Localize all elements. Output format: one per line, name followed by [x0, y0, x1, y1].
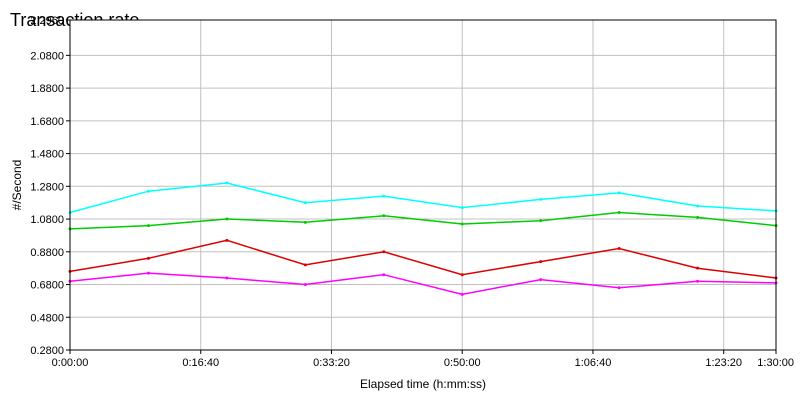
data-point: [617, 247, 621, 251]
data-point: [539, 260, 543, 264]
data-point: [539, 278, 543, 282]
series-line-3: [69, 272, 777, 296]
data-point: [225, 238, 229, 242]
data-point: [382, 194, 386, 198]
data-point: [696, 279, 700, 283]
data-point: [146, 271, 150, 275]
y-tick-label: 0.6800: [30, 280, 64, 292]
data-point: [460, 273, 464, 277]
y-tick-label: 1.0800: [30, 214, 64, 226]
data-point: [460, 292, 464, 296]
data-point: [382, 273, 386, 277]
series-line-2: [69, 239, 777, 279]
x-tick-label: 0:16:40: [182, 357, 219, 369]
plot-background: [70, 20, 776, 350]
data-point: [225, 181, 229, 185]
x-tick-label: 1:30:00: [757, 357, 794, 369]
data-point: [617, 286, 621, 290]
data-point: [382, 214, 386, 218]
y-axis-label: #/Second: [10, 160, 24, 211]
x-tick-label: 1:06:40: [575, 357, 612, 369]
y-tick-label: 2.0800: [30, 50, 64, 62]
data-point: [303, 283, 307, 287]
x-axis-label: Elapsed time (h:mm:ss): [360, 377, 486, 391]
x-axis-ticks: 0:00:00 0:16:40 0:33:20 0:50:00 1:06:40 1:23:…: [52, 350, 794, 369]
x-tick-label: 0:00:00: [52, 357, 89, 369]
series-layer: [68, 181, 778, 296]
data-point: [146, 256, 150, 260]
y-tick-label: 1.8800: [30, 83, 64, 95]
x-tick-label: 0:50:00: [444, 357, 481, 369]
y-tick-label: 0.4800: [30, 312, 64, 324]
y-tick-label: 0.2800: [30, 345, 64, 357]
data-point: [146, 224, 150, 228]
data-point: [696, 215, 700, 219]
data-point: [303, 263, 307, 267]
data-point: [146, 189, 150, 193]
data-point: [539, 219, 543, 223]
y-axis-ticks: 0.2800 0.4800 0.6800 0.8800 1.0800 1.2800 1.48…: [30, 15, 70, 357]
data-point: [382, 250, 386, 254]
data-point: [460, 222, 464, 226]
y-tick-label: 0.8800: [30, 247, 64, 259]
data-point: [225, 217, 229, 221]
y-tick-label: 1.6800: [30, 116, 64, 128]
data-point: [303, 201, 307, 205]
data-point: [696, 266, 700, 270]
x-tick-label: 1:23:20: [705, 357, 742, 369]
data-point: [617, 191, 621, 195]
series-line-1: [69, 211, 777, 230]
series-line-4: [69, 182, 777, 214]
data-point: [617, 211, 621, 214]
data-point: [696, 204, 700, 208]
y-tick-label: 1.4800: [30, 149, 64, 161]
y-tick-label: 1.2800: [30, 181, 64, 193]
y-tick-label: 2.2960: [30, 15, 64, 27]
plot-frame: [69, 19, 777, 351]
data-point: [539, 197, 543, 201]
data-point: [225, 276, 229, 280]
data-point: [460, 206, 464, 210]
x-tick-label: 0:33:20: [313, 357, 350, 369]
data-point: [303, 220, 307, 224]
